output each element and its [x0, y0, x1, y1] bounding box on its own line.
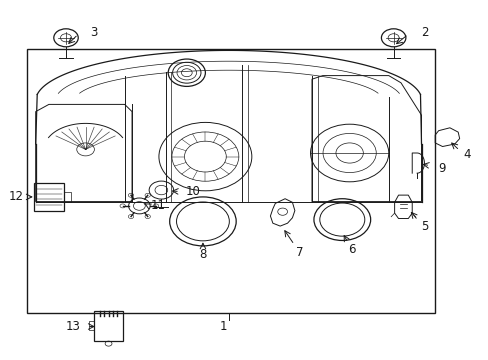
Text: 11: 11 [150, 199, 165, 212]
Text: 1: 1 [219, 320, 226, 333]
Bar [27, 49, 434, 313]
Text: 5: 5 [420, 220, 427, 233]
Bar [63, 192, 71, 202]
Text: 2: 2 [421, 26, 428, 39]
Text: 6: 6 [347, 243, 355, 256]
Bar [34, 183, 63, 211]
Text: 13: 13 [66, 320, 81, 333]
Text: 12: 12 [8, 190, 23, 203]
Text: 3: 3 [90, 26, 98, 39]
Text: 10: 10 [185, 185, 200, 198]
Text: 4: 4 [462, 148, 470, 161]
Bar [94, 310, 122, 341]
Text: 9: 9 [437, 162, 445, 175]
Bar [88, 321, 94, 330]
Text: 7: 7 [295, 246, 303, 258]
Text: 8: 8 [199, 248, 206, 261]
